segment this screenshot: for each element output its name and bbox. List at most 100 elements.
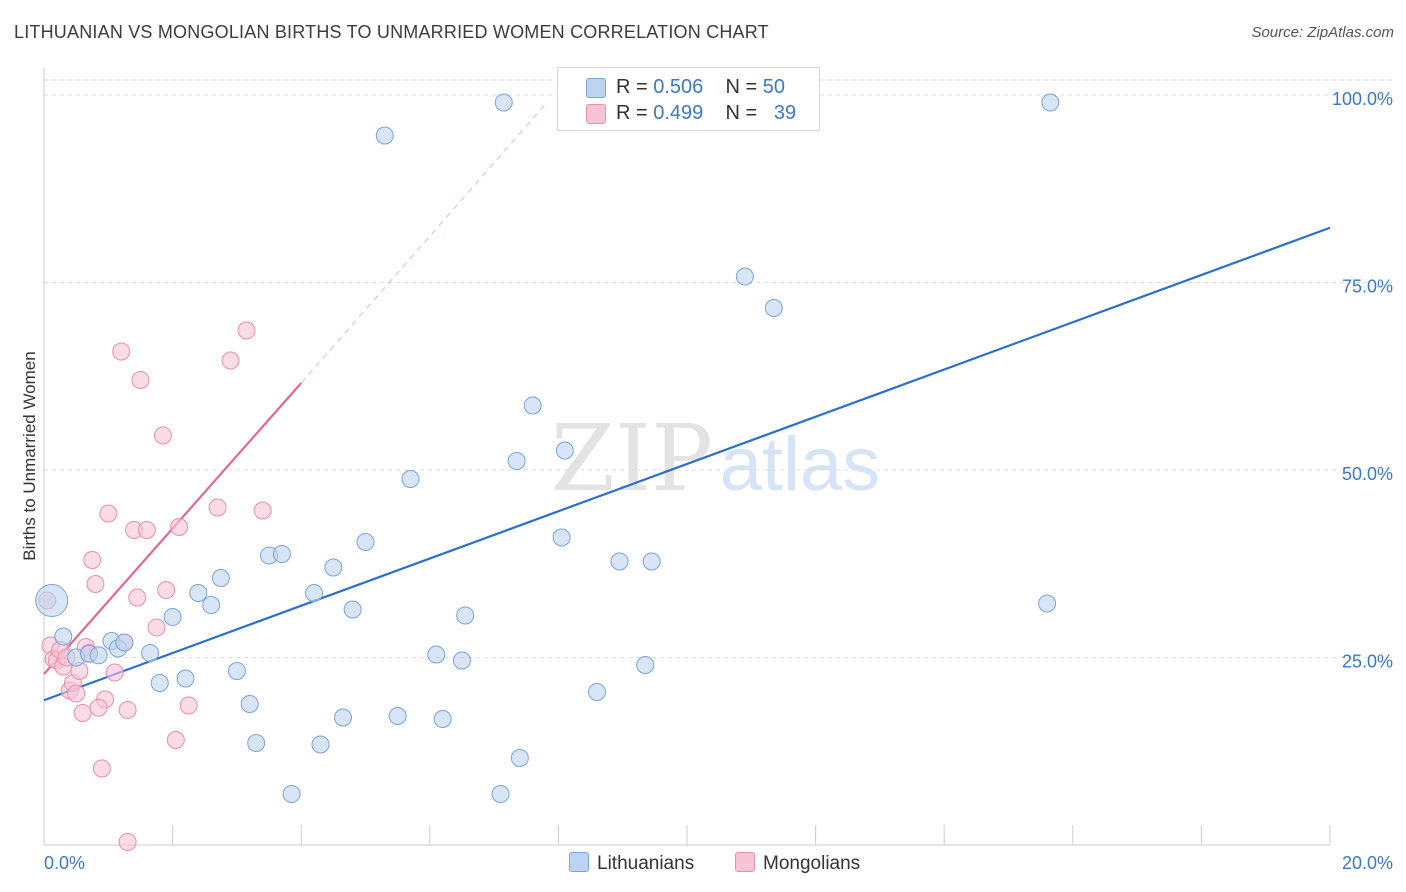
point-lithuanian bbox=[211, 569, 230, 587]
point-lithuanian bbox=[176, 669, 195, 688]
point-mongolian bbox=[253, 501, 272, 520]
trendlines bbox=[43, 103, 1331, 702]
point-lithuanian bbox=[610, 552, 629, 571]
point-mongolian bbox=[131, 371, 150, 389]
watermark-atlas: atlas bbox=[720, 422, 881, 507]
point-lithuanian bbox=[375, 126, 394, 145]
point-lithuanian bbox=[636, 656, 655, 674]
point-lithuanian bbox=[324, 558, 343, 577]
point-lithuanian bbox=[1041, 93, 1060, 112]
point-mongolian bbox=[118, 833, 137, 851]
point-lithuanian bbox=[150, 674, 169, 692]
bottom-legend-mongolians: Mongolians bbox=[735, 852, 860, 875]
point-lithuanian bbox=[401, 470, 420, 488]
legend-swatch-pink bbox=[586, 104, 606, 124]
chart-title: LITHUANIAN VS MONGOLIAN BIRTHS TO UNMARR… bbox=[14, 22, 769, 42]
point-lithuanian bbox=[247, 734, 266, 752]
legend-swatch-blue bbox=[569, 852, 589, 872]
point-mongolian bbox=[128, 588, 147, 607]
point-lithuanian bbox=[587, 683, 606, 701]
point-lithuanian bbox=[552, 528, 571, 547]
x-tick-label: 20.0% bbox=[1342, 853, 1393, 873]
legend-swatch-blue bbox=[586, 78, 606, 98]
grid-lines bbox=[44, 79, 1392, 658]
bottom-legend-lithuanians: Lithuanians bbox=[569, 852, 694, 875]
source-credit: Source: ZipAtlas.com bbox=[1251, 24, 1394, 41]
point-mongolian bbox=[67, 684, 86, 703]
point-mongolian bbox=[92, 759, 111, 778]
point-mongolian bbox=[153, 426, 172, 445]
trendline-lithuanians bbox=[43, 226, 1331, 702]
point-lithuanian bbox=[141, 644, 160, 662]
point-lithuanian bbox=[35, 584, 69, 617]
point-lithuanian bbox=[189, 584, 208, 602]
legend-label-lithuanians: Lithuanians bbox=[597, 853, 695, 874]
point-mongolian bbox=[99, 504, 118, 523]
point-lithuanian bbox=[356, 533, 375, 551]
y-tick-label: 100.0% bbox=[1332, 89, 1393, 109]
point-lithuanian bbox=[227, 662, 246, 680]
legend-n-label: N = bbox=[725, 76, 763, 98]
point-lithuanian bbox=[1038, 594, 1057, 613]
point-mongolian bbox=[89, 698, 108, 717]
point-lithuanian bbox=[452, 651, 471, 670]
point-lithuanian bbox=[333, 708, 352, 727]
point-lithuanian bbox=[163, 608, 182, 626]
data-points bbox=[35, 93, 1060, 851]
watermark-zip: ZIP bbox=[551, 405, 713, 512]
point-mongolian bbox=[208, 498, 227, 517]
point-lithuanian bbox=[89, 646, 108, 665]
point-lithuanian bbox=[115, 633, 134, 652]
point-mongolian bbox=[157, 581, 176, 599]
point-lithuanian bbox=[642, 552, 661, 571]
legend-r-value: 0.499 bbox=[653, 102, 704, 124]
tick-labels: 25.0% 50.0% 75.0% 100.0% 0.0% 20.0% bbox=[44, 89, 1393, 873]
point-lithuanian bbox=[764, 299, 783, 317]
x-tick-label: 0.0% bbox=[44, 853, 85, 873]
point-lithuanian bbox=[305, 584, 324, 602]
point-mongolian bbox=[105, 663, 124, 682]
point-lithuanian bbox=[388, 707, 407, 725]
point-mongolian bbox=[112, 342, 131, 361]
point-mongolian bbox=[83, 551, 102, 569]
point-lithuanian bbox=[523, 396, 542, 415]
point-lithuanian bbox=[272, 545, 291, 563]
legend-n-value: 39 bbox=[773, 102, 797, 124]
y-tick-label: 50.0% bbox=[1342, 464, 1393, 484]
point-lithuanian bbox=[282, 785, 301, 803]
point-lithuanian bbox=[507, 452, 526, 470]
point-lithuanian bbox=[456, 606, 475, 625]
legend-r-value: 0.506 bbox=[653, 76, 704, 98]
zipatlas-watermark: ZIP atlas bbox=[551, 405, 880, 512]
point-mongolian bbox=[137, 521, 156, 539]
legend-n-label: N = bbox=[725, 102, 763, 124]
trendline-mongolians-extension bbox=[300, 103, 546, 384]
point-mongolian bbox=[237, 321, 256, 340]
point-lithuanian bbox=[433, 710, 452, 728]
legend-swatch-pink bbox=[735, 852, 755, 872]
point-lithuanian bbox=[735, 267, 754, 286]
point-mongolian bbox=[73, 704, 92, 722]
y-tick-label: 75.0% bbox=[1342, 277, 1393, 297]
legend-n-value: 50 bbox=[762, 76, 786, 98]
legend-label-mongolians: Mongolians bbox=[763, 853, 861, 874]
point-lithuanian bbox=[494, 93, 513, 112]
point-lithuanian bbox=[202, 596, 221, 614]
point-lithuanian bbox=[311, 735, 330, 754]
point-mongolian bbox=[166, 731, 185, 749]
point-mongolian bbox=[179, 696, 198, 715]
legend-r-label: R = bbox=[616, 76, 654, 98]
point-lithuanian bbox=[510, 749, 529, 767]
point-lithuanian bbox=[343, 600, 362, 619]
point-mongolian bbox=[221, 351, 240, 370]
point-mongolian bbox=[147, 618, 166, 637]
axes bbox=[43, 68, 1331, 846]
point-mongolian bbox=[170, 518, 189, 536]
point-lithuanian bbox=[240, 695, 259, 713]
legend-r-label: R = bbox=[616, 102, 654, 124]
point-lithuanian bbox=[491, 785, 510, 803]
point-mongolian bbox=[86, 575, 105, 593]
point-lithuanian bbox=[427, 645, 446, 664]
stats-legend: R = 0.506 N = 50 R = 0.499 N = 39 bbox=[557, 67, 820, 131]
